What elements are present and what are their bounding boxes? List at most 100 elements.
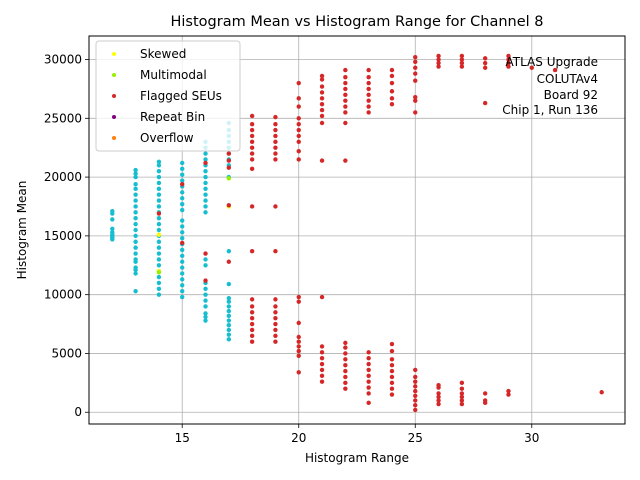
data-point-flagged-seus — [249, 166, 255, 172]
x-tick-label: 20 — [291, 431, 306, 445]
data-point-flagged-seus — [413, 110, 418, 115]
data-point-unlabeled — [133, 204, 138, 209]
data-point-unlabeled — [156, 274, 162, 280]
legend-label-overflow: Overflow — [140, 131, 194, 145]
data-point-flagged-seus — [366, 80, 371, 86]
data-point-flagged-seus — [249, 127, 255, 133]
data-point-flagged-seus — [343, 357, 348, 362]
data-point-flagged-seus — [249, 145, 255, 150]
data-point-flagged-seus — [319, 101, 325, 107]
data-point-flagged-seus — [273, 304, 278, 309]
data-point-flagged-seus — [436, 383, 441, 388]
data-point-unlabeled — [133, 192, 138, 197]
data-point-unlabeled — [110, 217, 115, 222]
data-point-flagged-seus — [273, 321, 278, 327]
data-point-flagged-seus — [203, 278, 208, 283]
data-point-unlabeled — [180, 277, 185, 282]
data-point-unlabeled — [180, 259, 185, 264]
annotation-line-4: Chip 1, Run 136 — [502, 103, 598, 117]
data-point-flagged-seus — [343, 386, 348, 391]
data-point-unlabeled — [156, 192, 162, 197]
data-point-unlabeled — [133, 167, 138, 173]
data-point-flagged-seus — [249, 304, 255, 309]
data-point-flagged-seus — [459, 398, 465, 403]
legend-marker-skewed — [112, 52, 116, 56]
data-point-flagged-seus — [273, 315, 278, 321]
data-point-unlabeled — [180, 288, 185, 294]
data-point-unlabeled — [156, 174, 162, 180]
data-point-unlabeled — [203, 304, 208, 309]
legend-marker-flagged-seus — [112, 94, 116, 98]
data-point-flagged-seus — [366, 355, 371, 361]
data-point-flagged-seus — [389, 341, 395, 347]
data-point-flagged-seus — [529, 65, 534, 70]
data-point-flagged-seus — [273, 127, 278, 133]
data-point-flagged-seus — [459, 57, 465, 62]
data-point-skewed — [156, 232, 162, 237]
legend-label-multimodal: Multimodal — [140, 68, 207, 82]
data-point-unlabeled — [156, 163, 162, 168]
legend-marker-overflow — [112, 136, 116, 140]
data-point-unlabeled — [203, 157, 208, 162]
data-point-unlabeled — [180, 166, 185, 172]
data-point-flagged-seus — [319, 294, 325, 300]
data-point-unlabeled — [226, 337, 232, 342]
data-point-unlabeled — [180, 207, 185, 213]
data-point-unlabeled — [133, 265, 138, 270]
data-point-flagged-seus — [343, 86, 348, 92]
data-point-flagged-seus — [506, 53, 511, 59]
data-point-unlabeled — [156, 198, 162, 203]
data-point-unlabeled — [156, 180, 162, 186]
data-point-flagged-seus — [319, 344, 325, 349]
data-point-flagged-seus — [366, 104, 371, 109]
y-tick-label: 5000 — [51, 346, 82, 360]
data-point-flagged-seus — [436, 391, 441, 396]
data-point-flagged-seus — [459, 64, 465, 69]
data-point-unlabeled — [180, 218, 185, 223]
data-point-flagged-seus — [296, 320, 301, 326]
y-axis-label: Histogram Mean — [15, 181, 29, 280]
data-point-flagged-seus — [226, 151, 232, 156]
data-point-flagged-seus — [249, 113, 255, 119]
data-point-flagged-seus — [482, 65, 488, 70]
data-point-flagged-seus — [436, 64, 441, 69]
data-point-unlabeled — [110, 208, 115, 214]
data-point-flagged-seus — [343, 120, 348, 126]
data-point-flagged-seus — [273, 339, 278, 344]
data-point-flagged-seus — [273, 204, 278, 209]
annotation-block: ATLAS Upgrade COLUTAv4 Board 92 Chip 1, … — [502, 55, 598, 117]
data-point-unlabeled — [133, 227, 138, 233]
data-point-unlabeled — [156, 263, 162, 268]
data-point-flagged-seus — [459, 386, 465, 391]
data-point-unlabeled — [156, 204, 162, 209]
y-tick-label: 30000 — [44, 53, 82, 67]
data-point-flagged-seus — [343, 363, 348, 368]
data-point-flagged-seus — [296, 104, 301, 109]
data-point-unlabeled — [226, 299, 232, 304]
data-point-flagged-seus — [506, 57, 511, 62]
data-point-flagged-seus — [319, 379, 325, 384]
data-point-flagged-seus — [296, 339, 301, 344]
data-point-unlabeled — [180, 236, 185, 241]
data-point-flagged-seus — [273, 157, 278, 162]
data-point-unlabeled — [180, 190, 185, 195]
data-point-flagged-seus — [249, 248, 255, 254]
data-point-flagged-seus — [343, 104, 348, 109]
data-point-flagged-seus — [249, 333, 255, 339]
data-point-unlabeled — [180, 178, 185, 183]
x-tick-label: 25 — [408, 431, 423, 445]
data-point-flagged-seus — [389, 348, 395, 354]
data-point-unlabeled — [156, 292, 162, 297]
data-point-flagged-seus — [249, 315, 255, 321]
annotation-line-3: Board 92 — [544, 88, 598, 102]
data-point-flagged-seus — [343, 92, 348, 97]
data-point-flagged-seus — [273, 114, 278, 120]
data-point-flagged-seus — [319, 107, 325, 113]
data-point-flagged-seus — [296, 353, 301, 359]
data-point-flagged-seus — [413, 402, 418, 408]
data-point-flagged-seus — [343, 80, 348, 86]
data-point-flagged-seus — [506, 64, 511, 69]
data-point-unlabeled — [203, 192, 208, 197]
data-point-unlabeled — [156, 245, 162, 250]
